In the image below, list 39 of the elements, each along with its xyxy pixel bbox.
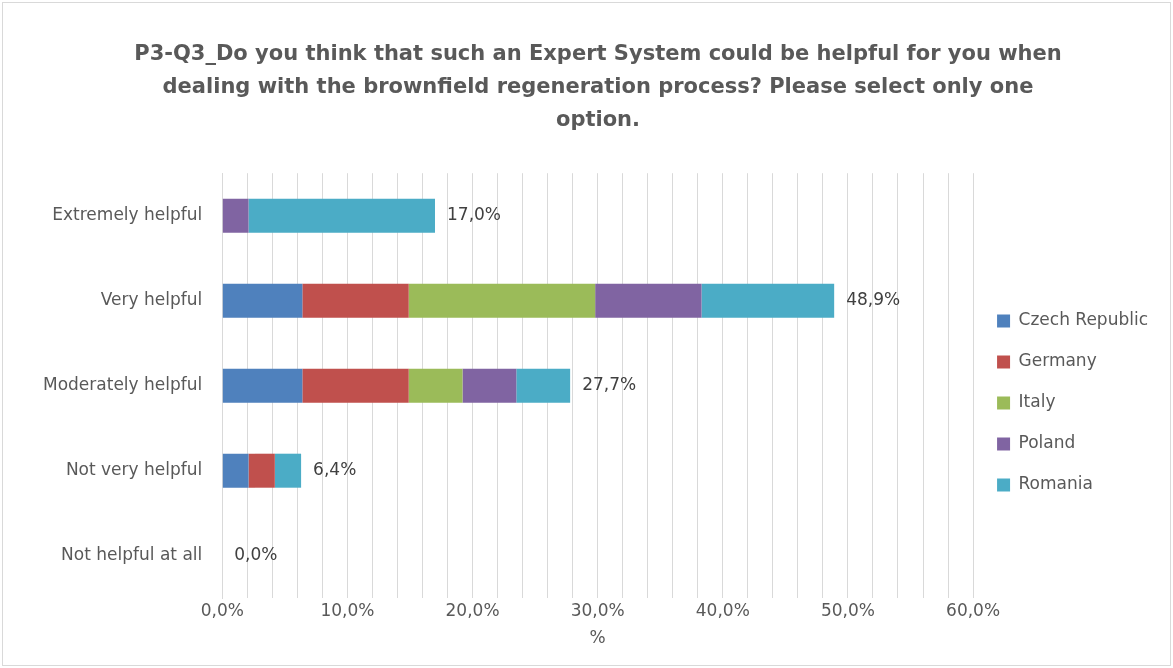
- bar: [248, 198, 435, 233]
- x-tick-label: 10,0%: [320, 599, 375, 620]
- legend-label: Italy: [1018, 391, 1056, 412]
- x-axis-title: %: [589, 627, 606, 648]
- x-tick-label: 40,0%: [695, 599, 750, 620]
- bar: [222, 283, 303, 318]
- bar: [274, 453, 302, 488]
- x-tick-label: 60,0%: [946, 599, 1001, 620]
- x-tick-label: 30,0%: [570, 599, 625, 620]
- bar: [516, 368, 571, 403]
- bar: [595, 283, 702, 318]
- bar: [701, 283, 835, 318]
- bar: [222, 368, 303, 403]
- total-label: 17,0%: [446, 204, 502, 225]
- bar: [462, 368, 517, 403]
- y-tick-label: Moderately helpful: [42, 374, 203, 395]
- y-tick-label: Not helpful at all: [61, 544, 203, 565]
- legend-label: Poland: [1018, 432, 1076, 453]
- y-tick-label: Extremely helpful: [52, 204, 203, 225]
- total-label: 27,7%: [582, 374, 637, 395]
- chart-title: P3-Q3_Do you think that such an Expert System could be helpful for you when dealing with the brownfield regeneration process? Please select only one option.: [133, 40, 1063, 133]
- y-tick-label: Very helpful: [100, 289, 203, 310]
- x-tick-label: 0,0%: [200, 599, 244, 620]
- total-label: 48,9%: [846, 289, 901, 310]
- bar: [222, 453, 249, 488]
- legend-label: Romania: [1018, 473, 1093, 494]
- legend-label: Czech Republic: [1018, 309, 1148, 330]
- bar: [222, 198, 249, 233]
- bar: [248, 453, 275, 488]
- total-label: 0,0%: [234, 544, 278, 565]
- bar: [302, 283, 409, 318]
- total-label: 6,4%: [313, 459, 357, 480]
- legend-label: Germany: [1018, 350, 1097, 371]
- bar: [408, 368, 463, 403]
- bar: [302, 368, 409, 403]
- x-tick-label: 50,0%: [820, 599, 875, 620]
- y-tick-label: Not very helpful: [65, 459, 203, 480]
- x-tick-label: 20,0%: [445, 599, 500, 620]
- bar: [408, 283, 596, 318]
